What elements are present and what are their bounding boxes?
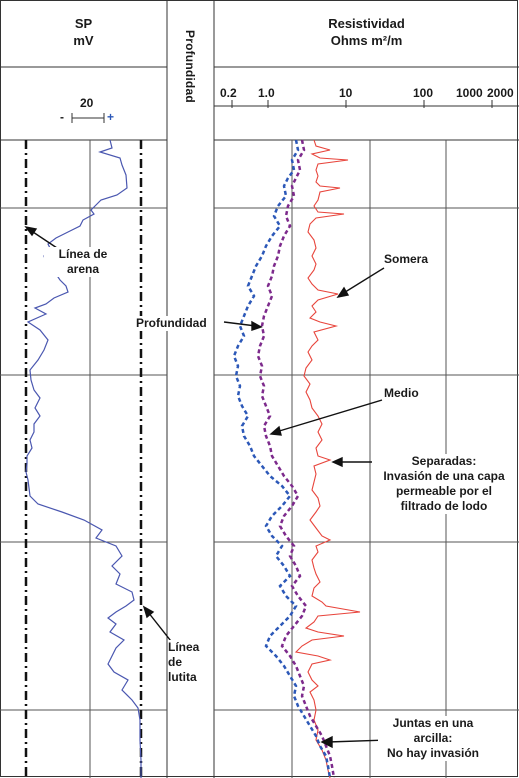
separated-label: Separadas: Invasión de una capa permeable … bbox=[372, 454, 516, 514]
shale-line-label: Línea de lutita bbox=[168, 640, 212, 685]
res-tick-label: 100 bbox=[413, 86, 434, 100]
sp-scale-value: 20 bbox=[80, 96, 94, 110]
res-unit: Ohms m²/m bbox=[330, 33, 403, 48]
res-tick-label: 1000 bbox=[456, 86, 483, 100]
res-tick-label: 2000 bbox=[487, 86, 514, 100]
sp-curve bbox=[25, 139, 142, 778]
res-tick-marks bbox=[214, 100, 519, 108]
sp-title: SP bbox=[74, 16, 93, 31]
depth-track-label: Profundidad bbox=[183, 30, 197, 103]
res-tick-label: 1.0 bbox=[258, 86, 275, 100]
sp-unit: mV bbox=[73, 33, 94, 48]
together-label: Juntas en una arcilla: No hay invasión bbox=[378, 716, 488, 761]
res-tick-label: 10 bbox=[339, 86, 353, 100]
shallow-label: Somera bbox=[384, 252, 429, 267]
res-tick-label: 0.2 bbox=[220, 86, 237, 100]
sp-scale-minus: - bbox=[60, 110, 64, 124]
medium-curve bbox=[256, 139, 336, 778]
pointer-arrows bbox=[24, 225, 398, 749]
baselines bbox=[24, 140, 143, 778]
sand-line-label: Línea de arena bbox=[44, 247, 122, 277]
sp-scale-plus: + bbox=[107, 110, 115, 124]
sp-scale-bar bbox=[71, 113, 105, 123]
res-title: Resistividad bbox=[328, 16, 405, 31]
deep-curve bbox=[232, 139, 332, 778]
shallow-curve bbox=[294, 139, 361, 778]
grid bbox=[0, 140, 519, 778]
deep-label: Profundidad bbox=[136, 316, 207, 331]
medium-label: Medio bbox=[384, 386, 419, 401]
